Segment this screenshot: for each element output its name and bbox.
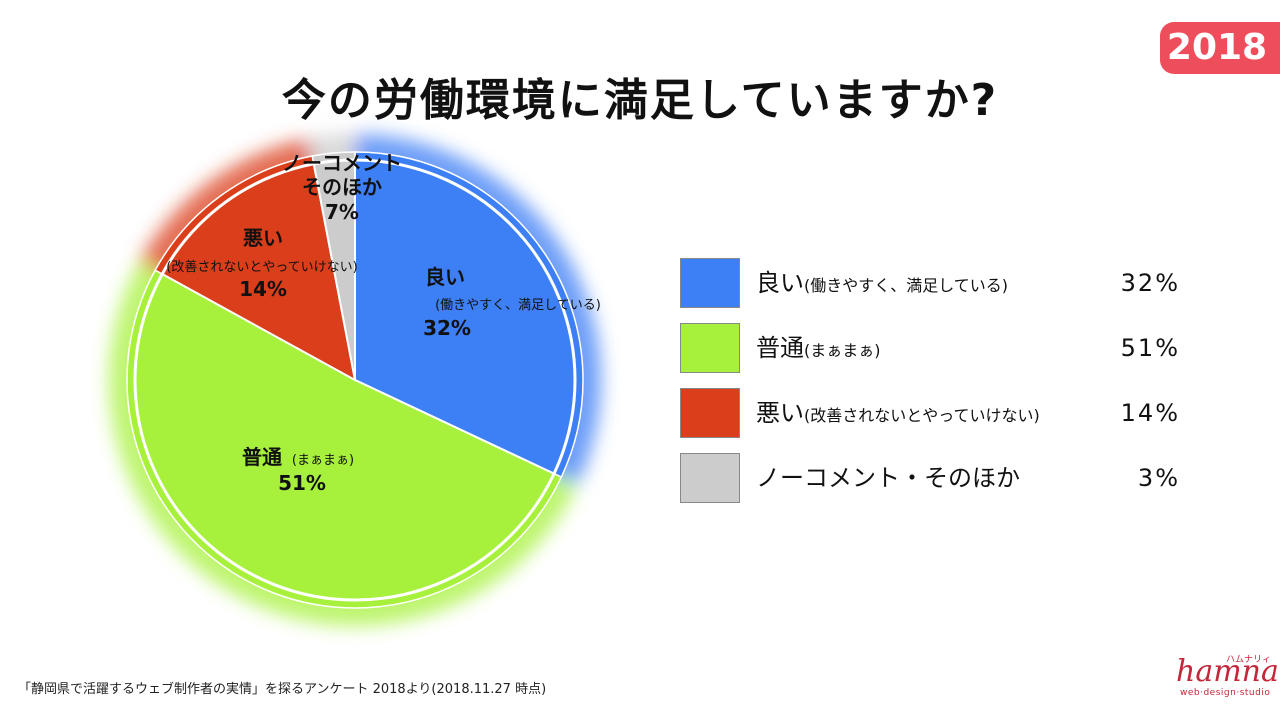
legend-swatch-other <box>680 453 740 503</box>
legend-label-other: ノーコメント・そのほか <box>756 453 1020 503</box>
year-badge: 2018 <box>1160 22 1280 74</box>
legend-label-sub: (働きやすく、満足している) <box>804 276 1009 295</box>
legend-label-normal: 普通(まぁまぁ) <box>756 323 881 373</box>
legend-row-other: ノーコメント・そのほか 3% <box>680 453 1200 503</box>
legend-row-bad: 悪い(改善されないとやっていけない) 14% <box>680 388 1200 438</box>
logo-kana-text: ハムナリィ <box>1226 655 1272 665</box>
legend-row-good: 良い(働きやすく、満足している) 32% <box>680 258 1200 308</box>
legend-swatch-bad <box>680 388 740 438</box>
legend-label-sub: (まぁまぁ) <box>804 341 881 360</box>
legend-swatch-good <box>680 258 740 308</box>
pie-ring-separator <box>133 158 577 602</box>
legend-value-other: 3% <box>1137 464 1180 492</box>
slice-label-bad-detail: (改善されないとやっていけない) <box>166 259 358 275</box>
legend-swatch-normal <box>680 323 740 373</box>
slice-label-good-value: 32% <box>423 316 471 340</box>
slice-label-normal-detail: (まぁまぁ) <box>292 453 354 468</box>
hamnaly-logo: hamnaly ハムナリィ web·design·studio <box>1170 654 1280 704</box>
page-title: 今の労働環境に満足していますか? <box>281 75 999 126</box>
slice-label-good-detail: (働きやすく、満足している) <box>435 298 601 313</box>
legend-value-good: 32% <box>1120 269 1180 297</box>
legend-label-bad: 悪い(改善されないとやっていけない) <box>756 388 1040 438</box>
legend-label-main: ノーコメント・そのほか <box>756 464 1020 492</box>
legend-label-main: 悪い <box>756 399 804 427</box>
slice-label-bad-value: 14% <box>239 277 287 301</box>
legend-row-normal: 普通(まぁまぁ) 51% <box>680 323 1200 373</box>
slice-label-other-name1: ノーコメント <box>282 151 402 175</box>
legend-label-main: 良い <box>756 269 804 297</box>
legend-label-main: 普通 <box>756 334 804 362</box>
logo-main-text: hamnaly <box>1176 654 1280 689</box>
slice-label-good-name: 良い <box>425 265 465 289</box>
pie-chart: 良い (働きやすく、満足している) 32% 普通 (まぁまぁ) 51% 悪い (… <box>108 134 602 627</box>
logo-sub-text: web·design·studio <box>1180 688 1271 698</box>
legend-label-good: 良い(働きやすく、満足している) <box>756 258 1008 308</box>
slice-label-bad-name: 悪い <box>243 226 283 250</box>
legend-value-normal: 51% <box>1120 334 1180 362</box>
legend-label-sub: (改善されないとやっていけない) <box>804 406 1040 425</box>
legend-value-bad: 14% <box>1120 399 1180 427</box>
slice-label-other-name2: そのほか <box>302 175 382 199</box>
slice-label-normal-name: 普通 <box>242 445 282 469</box>
slice-label-normal-value: 51% <box>278 471 326 495</box>
source-note: 「静岡県で活躍するウェブ制作者の実情」を探るアンケート 2018より(2018.… <box>18 682 547 697</box>
slice-label-other-value: 7% <box>325 200 359 224</box>
